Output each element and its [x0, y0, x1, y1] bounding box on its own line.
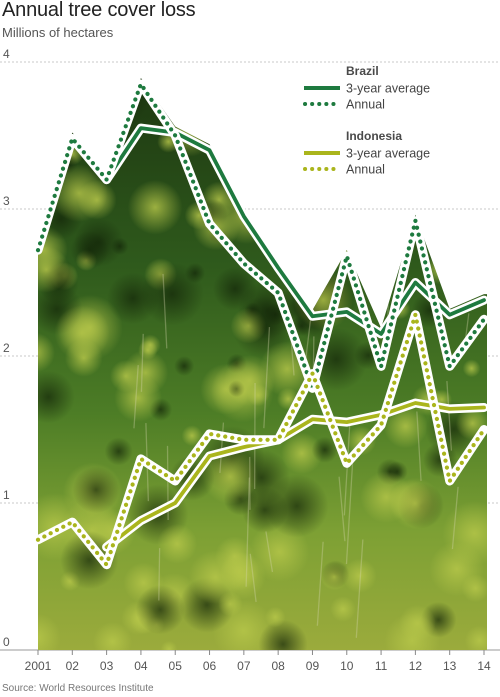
legend-indonesia-average-label: 3-year average — [346, 147, 430, 161]
x-tick-label-09: 09 — [306, 659, 320, 673]
legend: Brazil 3-year average Annual Indonesia 3… — [303, 64, 430, 177]
legend-brazil-average-label: 3-year average — [346, 82, 430, 96]
series-line — [35, 81, 487, 391]
x-tick-label-05: 05 — [169, 659, 183, 673]
series-line — [35, 312, 487, 567]
x-tick-label-14: 14 — [477, 659, 491, 673]
x-tick-label-07: 07 — [237, 659, 251, 673]
x-tick-label-06: 06 — [203, 659, 217, 673]
legend-indonesia-heading: Indonesia — [346, 129, 402, 143]
series-indonesia-annual — [33, 310, 489, 570]
chart-subtitle: Millions of hectares — [2, 25, 114, 40]
x-tick-label-08: 08 — [271, 659, 285, 673]
source-note: Source: World Resources Institute — [2, 683, 154, 694]
x-tick-label-11: 11 — [375, 659, 388, 673]
x-tick-label-03: 03 — [100, 659, 114, 673]
y-axis-ticks: 0 1 2 3 4 — [3, 47, 10, 649]
x-tick-label-02: 02 — [66, 659, 80, 673]
x-axis-ticks: 2001 02 03 04 05 06 07 08 09 10 11 12 13 14 — [25, 650, 491, 673]
x-tick-label-10: 10 — [340, 659, 354, 673]
legend-brazil-annual-label: Annual — [346, 98, 385, 112]
x-tick-label-12: 12 — [409, 659, 423, 673]
y-tick-label-0: 0 — [3, 635, 10, 649]
series-line — [104, 401, 486, 549]
x-tick-label-13: 13 — [443, 659, 457, 673]
chart-title: Annual tree cover loss — [2, 0, 196, 21]
x-tick-label-04: 04 — [134, 659, 148, 673]
y-tick-label-1: 1 — [3, 488, 10, 502]
legend-indonesia-annual-label: Annual — [346, 163, 385, 177]
series-lines — [33, 79, 489, 570]
y-tick-label-4: 4 — [3, 47, 10, 61]
series-brazil-annual — [33, 79, 489, 393]
x-tick-label-2001: 2001 — [25, 659, 52, 673]
y-tick-label-3: 3 — [3, 194, 10, 208]
series-indonesia-average — [102, 398, 489, 552]
y-tick-label-2: 2 — [3, 341, 10, 355]
legend-brazil-heading: Brazil — [346, 64, 379, 78]
